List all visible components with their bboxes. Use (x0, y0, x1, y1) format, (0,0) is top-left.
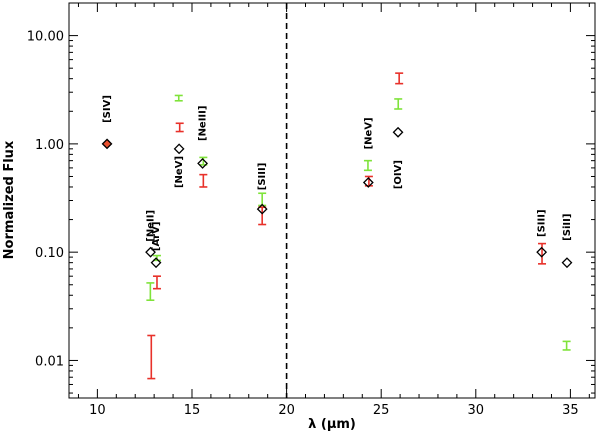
y-tick-label: 0.01 (35, 354, 64, 369)
green-errorbar (258, 192, 267, 207)
red-errorbar (152, 275, 161, 290)
plot-frame (68, 2, 596, 399)
diamond-point (392, 126, 404, 138)
y-tick-label: 0.10 (35, 246, 64, 261)
line-labels: [SIV] [NeII][ArV] [NeV] [NeIII] [SIII] [NeV] [… (102, 95, 573, 251)
red-errorbar (199, 173, 208, 188)
diamond-point (145, 246, 156, 258)
line-label: [SIII] (257, 163, 268, 191)
red-errorbar (147, 334, 156, 380)
x-tick-labels: 10 15 20 25 30 35 (89, 403, 579, 418)
diamond-point (561, 257, 573, 269)
y-axis-title: Normalized Flux (2, 140, 17, 259)
line-label: [ArV] (151, 222, 162, 252)
y-tick-label: 1.00 (35, 138, 64, 153)
y-tick-labels: 0.01 0.10 1.00 10.00 (27, 30, 64, 370)
line-label: [OIV] (393, 160, 404, 189)
diamond-point (256, 203, 268, 215)
x-tick-label: 35 (562, 403, 579, 418)
red-errorbar (258, 206, 267, 226)
x-tick-label: 20 (278, 403, 295, 418)
line-label: [SIII] (537, 209, 548, 237)
green-errorbar (394, 98, 403, 110)
green-errorbar (562, 340, 571, 351)
diamond-point (197, 158, 209, 169)
error-bars (146, 72, 571, 380)
line-label: [NeII] (146, 210, 157, 242)
x-axis-title: λ (μm) (308, 417, 356, 432)
red-errorbar (395, 72, 404, 85)
x-tick-label: 15 (184, 403, 201, 418)
line-label: [SIV] (102, 95, 113, 123)
diamond-point (536, 246, 548, 258)
diamond-point (362, 177, 374, 188)
line-label: [SiII] (562, 214, 573, 241)
axis-ticks (69, 2, 595, 398)
diamond-point (101, 138, 113, 150)
diamond-point (173, 143, 185, 155)
green-errorbar (363, 159, 372, 172)
x-tick-label: 25 (373, 403, 390, 418)
red-errorbar (538, 242, 547, 265)
green-errorbar (174, 94, 183, 102)
line-label: [NeV] (174, 156, 185, 188)
diamond-point (150, 257, 162, 269)
data-points (101, 126, 573, 269)
red-errorbar (175, 122, 184, 133)
green-errorbar (146, 282, 155, 302)
x-tick-label: 30 (468, 403, 485, 418)
line-label: [NeIII] (198, 106, 209, 141)
y-tick-label: 10.00 (27, 30, 64, 45)
x-tick-label: 10 (89, 403, 106, 418)
line-label: [NeV] (363, 117, 374, 149)
